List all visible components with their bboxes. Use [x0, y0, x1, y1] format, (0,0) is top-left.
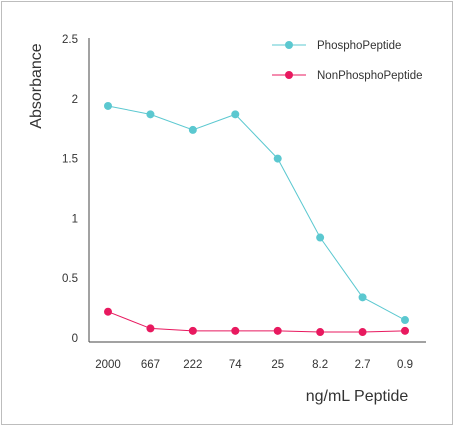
data-point: [358, 293, 367, 302]
data-point: [316, 233, 325, 242]
x-tick-labels: 2000 667 222 74 25 8.2 2.7 0.9: [95, 359, 413, 371]
x-tick-label: 8.2: [312, 359, 328, 371]
x-tick-label: 2000: [95, 359, 121, 371]
data-point: [273, 154, 282, 163]
data-point: [401, 316, 409, 325]
data-point: [188, 326, 197, 335]
y-axis-title: Absorbance: [28, 43, 45, 128]
x-tick-label: 667: [141, 359, 160, 371]
data-point: [273, 326, 282, 335]
data-point: [104, 101, 112, 110]
y-tick-label: 2.5: [62, 34, 78, 46]
legend-marker: [285, 71, 293, 79]
y-tick-label: 1.5: [62, 154, 78, 166]
x-axis-title: ng/mL Peptide: [306, 388, 409, 405]
data-point: [231, 326, 240, 335]
series-layer: [104, 101, 409, 337]
series-line: [107, 105, 406, 321]
y-tick-labels: 0 0.5 1 1.5 2 2.5: [62, 34, 78, 345]
x-tick-label: 2.7: [355, 359, 371, 371]
y-tick-label: 2: [72, 94, 78, 106]
x-tick-label: 222: [183, 359, 202, 371]
y-tick-label: 0.5: [62, 273, 78, 285]
data-point: [401, 326, 409, 335]
data-point: [146, 110, 155, 119]
series-line: [107, 311, 406, 333]
data-point: [358, 328, 367, 337]
data-point: [231, 110, 240, 119]
data-point: [146, 324, 155, 333]
x-tick-label: 25: [271, 359, 284, 371]
data-point: [188, 125, 197, 134]
data-point: [316, 328, 325, 337]
y-tick-label: 1: [72, 213, 78, 225]
legend: PhosphoPeptide NonPhosphoPeptide: [272, 40, 423, 82]
legend-marker: [285, 41, 293, 49]
data-point: [104, 307, 112, 316]
legend-label: NonPhosphoPeptide: [317, 70, 423, 82]
legend-label: PhosphoPeptide: [317, 40, 401, 52]
y-tick-label: 0: [72, 333, 78, 345]
x-tick-label: 74: [229, 359, 242, 371]
x-tick-label: 0.9: [397, 359, 413, 371]
